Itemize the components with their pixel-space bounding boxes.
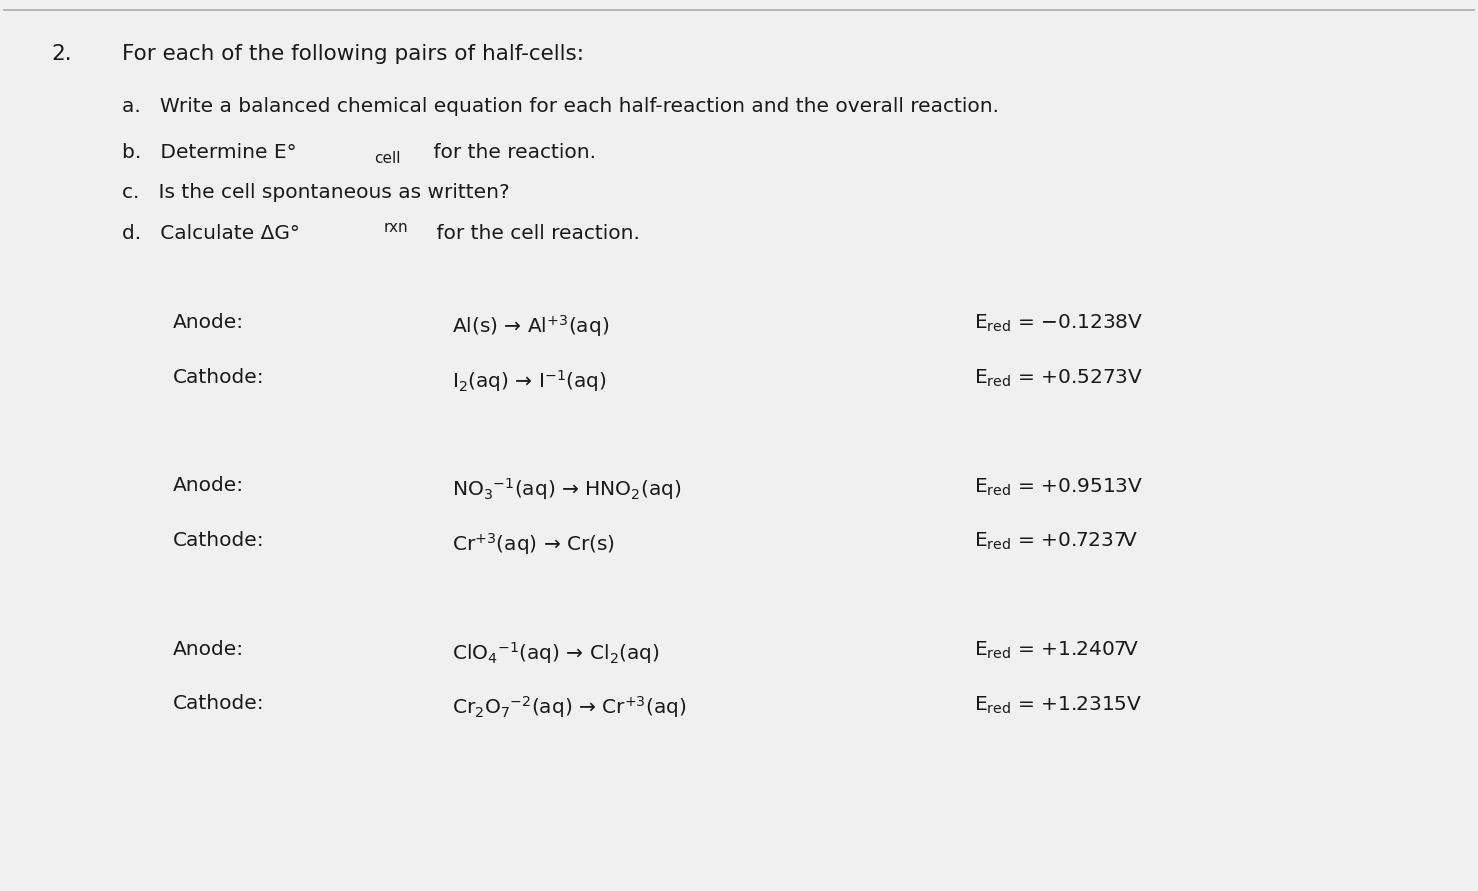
Text: Anode:: Anode: xyxy=(173,640,244,658)
Text: E$_\mathregular{red}$ = +0.7237V: E$_\mathregular{red}$ = +0.7237V xyxy=(974,531,1138,552)
Text: E$_\mathregular{red}$ = +0.9513V: E$_\mathregular{red}$ = +0.9513V xyxy=(974,477,1142,498)
Text: Anode:: Anode: xyxy=(173,313,244,332)
Text: E$_\mathregular{red}$ = +1.2315V: E$_\mathregular{red}$ = +1.2315V xyxy=(974,694,1142,715)
Text: NO$_3$$^{-1}$(aq) → HNO$_2$(aq): NO$_3$$^{-1}$(aq) → HNO$_2$(aq) xyxy=(452,477,681,503)
Text: Cathode:: Cathode: xyxy=(173,368,265,387)
Text: for the reaction.: for the reaction. xyxy=(427,143,597,162)
Text: ClO$_4$$^{-1}$(aq) → Cl$_2$(aq): ClO$_4$$^{-1}$(aq) → Cl$_2$(aq) xyxy=(452,640,661,666)
Text: Cathode:: Cathode: xyxy=(173,531,265,550)
Text: rxn: rxn xyxy=(383,219,408,234)
Text: for the cell reaction.: for the cell reaction. xyxy=(430,224,640,243)
Text: a.   Write a balanced chemical equation for each half-reaction and the overall r: a. Write a balanced chemical equation fo… xyxy=(121,97,999,116)
Text: For each of the following pairs of half-cells:: For each of the following pairs of half-… xyxy=(121,44,584,64)
Text: E$_\mathregular{red}$ = +0.5273V: E$_\mathregular{red}$ = +0.5273V xyxy=(974,368,1142,389)
Text: E$_\mathregular{red}$ = −0.1238V: E$_\mathregular{red}$ = −0.1238V xyxy=(974,313,1144,334)
Text: cell: cell xyxy=(374,151,401,166)
Text: c.   Is the cell spontaneous as written?: c. Is the cell spontaneous as written? xyxy=(121,184,510,202)
Text: I$_2$(aq) → I$^{-1}$(aq): I$_2$(aq) → I$^{-1}$(aq) xyxy=(452,368,607,394)
Text: E$_\mathregular{red}$ = +1.2407V: E$_\mathregular{red}$ = +1.2407V xyxy=(974,640,1140,661)
Text: Anode:: Anode: xyxy=(173,477,244,495)
Text: d.   Calculate ΔG°: d. Calculate ΔG° xyxy=(121,224,300,243)
Text: Cr$^{+3}$(aq) → Cr(s): Cr$^{+3}$(aq) → Cr(s) xyxy=(452,531,615,557)
Text: 2.: 2. xyxy=(52,44,72,64)
Text: Cr$_2$O$_7$$^{-2}$(aq) → Cr$^{+3}$(aq): Cr$_2$O$_7$$^{-2}$(aq) → Cr$^{+3}$(aq) xyxy=(452,694,687,720)
Text: b.   Determine E°: b. Determine E° xyxy=(121,143,297,162)
Text: Cathode:: Cathode: xyxy=(173,694,265,714)
Text: Al(s) → Al$^{+3}$(aq): Al(s) → Al$^{+3}$(aq) xyxy=(452,313,609,339)
